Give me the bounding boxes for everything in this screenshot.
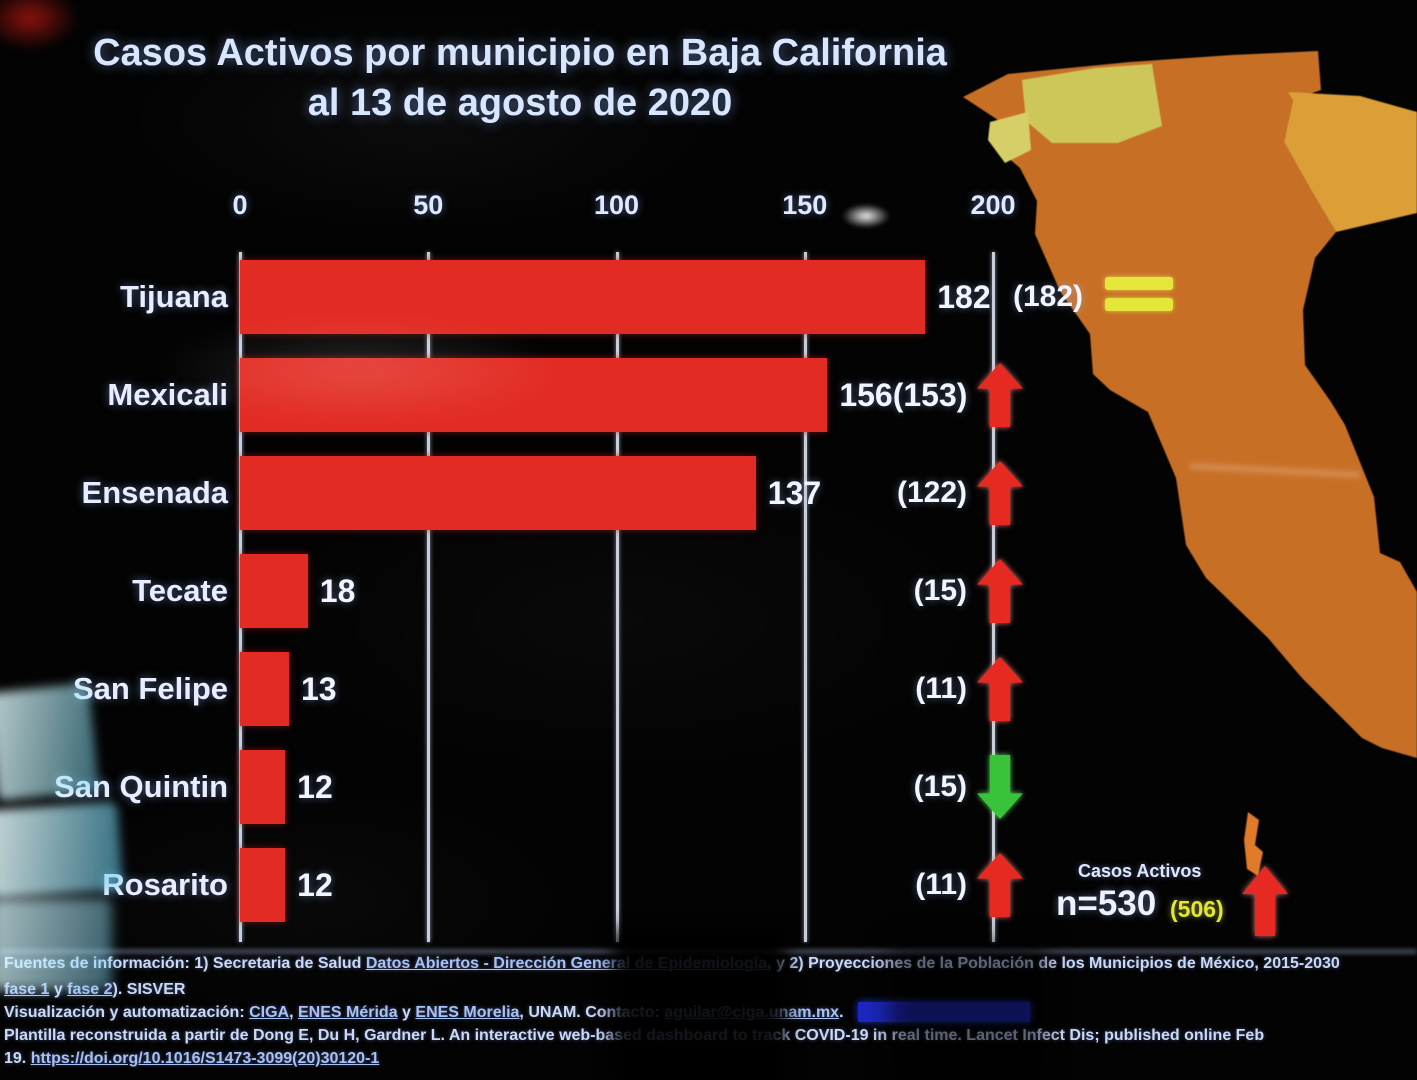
bar <box>240 554 308 628</box>
gridline <box>803 252 807 942</box>
source-text-line: Fuentes de información: 1) Secretaria de… <box>4 955 1417 973</box>
value-label: 182 <box>937 279 991 315</box>
previous-value-label: (15) <box>913 574 967 607</box>
source-link[interactable]: aguilar@ciga.unam.mx <box>664 1004 840 1021</box>
source-text-line: Visualización y automatización: CIGA, EN… <box>4 1004 1417 1022</box>
value-label: 18 <box>319 573 356 609</box>
bar <box>240 456 756 530</box>
x-axis-tick: 50 <box>413 190 444 220</box>
value-label: 137 <box>767 475 822 511</box>
bar <box>240 652 289 726</box>
x-axis-tick: 150 <box>782 190 828 220</box>
previous-value-label: (122) <box>896 476 967 509</box>
category-label: Rosarito <box>102 867 228 902</box>
source-link[interactable]: Datos Abiertos - Dirección General de Ep… <box>365 955 768 972</box>
chart-title-line1: Casos Activos por municipio en Baja Cali… <box>93 32 947 74</box>
source-text-line: Plantilla reconstruida a partir de Dong … <box>4 1027 1417 1045</box>
source-text-line: 19. https://doi.org/10.1016/S1473-3099(2… <box>4 1050 1417 1068</box>
category-label: Ensenada <box>81 475 228 510</box>
category-label: Mexicali <box>107 377 228 412</box>
trend-up-icon <box>977 363 1023 427</box>
trend-up-icon <box>977 853 1023 917</box>
source-link[interactable]: https://doi.org/10.1016/S1473-3099(20)30… <box>30 1050 380 1067</box>
category-label: Tijuana <box>120 279 228 314</box>
map-region-main <box>963 51 1417 758</box>
source-text: ). SISVER <box>112 981 186 998</box>
gridline <box>427 252 431 942</box>
trend-down-icon <box>977 755 1023 819</box>
map-region-yellow-west <box>988 112 1031 163</box>
source-text: y <box>49 981 68 998</box>
chart-title: Casos Activos por municipio en Baja Cali… <box>20 28 1020 128</box>
source-text: . <box>839 1004 844 1021</box>
summary-title: Casos Activos <box>1078 861 1202 881</box>
chart-title-line2: al 13 de agosto de 2020 <box>307 82 733 124</box>
trend-up-icon <box>977 657 1023 721</box>
bar <box>240 750 286 824</box>
source-link[interactable]: CIGA <box>249 1004 290 1021</box>
source-link[interactable]: ENES Morelia <box>415 1004 520 1021</box>
x-axis-tick: 0 <box>232 190 248 220</box>
category-label: Tecate <box>132 573 228 608</box>
equals-bar-shape <box>1105 298 1173 311</box>
value-label: 13 <box>300 671 337 707</box>
trend-up-icon <box>977 461 1023 525</box>
source-text: Plantilla reconstruida a partir de Dong … <box>4 1027 1265 1044</box>
previous-value-label: (11) <box>915 672 967 705</box>
trend-up-icon <box>1242 866 1288 936</box>
source-text: , <box>289 1004 298 1021</box>
value-label: 12 <box>297 867 333 903</box>
source-link[interactable]: fase 1 <box>4 981 50 998</box>
source-link[interactable]: fase 2 <box>67 981 113 998</box>
bar <box>240 358 828 432</box>
previous-value-label: (15) <box>913 770 967 803</box>
map-region-yellow-north <box>1022 64 1162 143</box>
map-island <box>1244 812 1263 876</box>
trend-equal-icon <box>1105 277 1173 311</box>
source-text: , y 2) Proyecciones de la Población de l… <box>767 955 1340 972</box>
summary-previous: (506) <box>1170 896 1224 922</box>
value-label: 12 <box>297 769 333 805</box>
value-label: 156(153) <box>839 377 968 413</box>
source-text: Visualización y automatización: <box>4 1004 250 1021</box>
source-text: y <box>397 1004 416 1021</box>
gridline <box>615 252 619 942</box>
highlight-bar <box>858 1002 1030 1022</box>
x-axis-tick: 100 <box>593 190 640 220</box>
source-text: , UNAM. Contacto: <box>519 1004 665 1021</box>
source-text-line: fase 1 y fase 2). SISVER <box>4 981 1417 999</box>
x-axis-tick: 200 <box>970 190 1016 220</box>
previous-value-label: (11) <box>915 868 967 901</box>
bar <box>240 260 926 334</box>
source-link[interactable]: ENES Mérida <box>298 1004 398 1021</box>
source-text: Fuentes de información: 1) Secretaria de… <box>4 955 366 972</box>
previous-value-label: (182) <box>1013 280 1084 313</box>
summary-total: n=530 <box>1056 884 1157 923</box>
trend-up-icon <box>977 559 1023 623</box>
source-text: 19. <box>4 1050 31 1067</box>
map-region-northeast <box>1284 92 1417 232</box>
equals-bar-shape <box>1105 277 1173 290</box>
bar <box>240 848 286 922</box>
